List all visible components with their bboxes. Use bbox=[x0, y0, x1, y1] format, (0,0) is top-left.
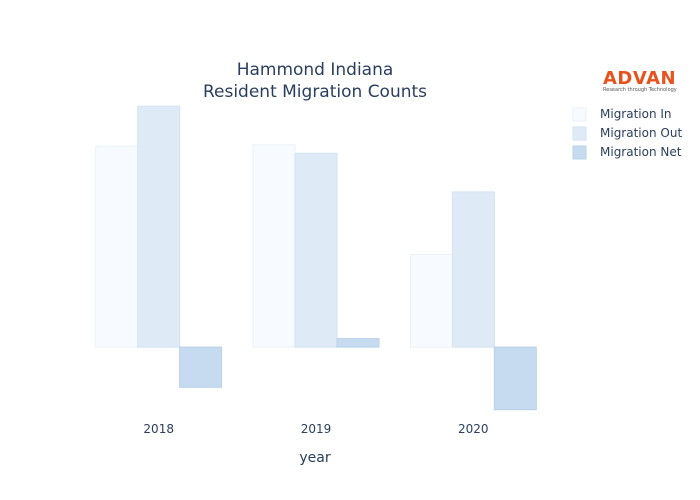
x-tick-label: 2018 bbox=[143, 422, 174, 436]
bar-migration-out-2020 bbox=[451, 191, 495, 348]
bar-migration-out-2018 bbox=[137, 105, 181, 348]
plot-area bbox=[95, 105, 537, 411]
x-tick-label: 2019 bbox=[301, 422, 332, 436]
bar-migration-net-2020 bbox=[493, 346, 537, 411]
legend-label-migration-out[interactable]: Migration Out bbox=[600, 126, 682, 140]
legend-swatch-migration-net[interactable] bbox=[572, 145, 587, 160]
logo-wordmark: ADVAN bbox=[603, 68, 676, 89]
bar-migration-out-2019 bbox=[294, 152, 338, 348]
x-tick-label: 2020 bbox=[458, 422, 489, 436]
x-axis-ticks: 2018 2019 2020 bbox=[143, 422, 488, 436]
chart-title-line-1: Hammond Indiana bbox=[237, 60, 394, 80]
chart-title-line-2: Resident Migration Counts bbox=[203, 82, 427, 102]
legend-label-migration-net[interactable]: Migration Net bbox=[600, 145, 682, 159]
bar-migration-in-2018 bbox=[95, 145, 139, 348]
legend: Migration In Migration Out Migration Net bbox=[572, 107, 682, 160]
legend-label-migration-in[interactable]: Migration In bbox=[600, 107, 672, 121]
bar-migration-net-2018 bbox=[179, 346, 223, 388]
chart-title: Hammond Indiana Resident Migration Count… bbox=[203, 60, 427, 102]
legend-swatch-migration-in[interactable] bbox=[572, 107, 587, 122]
bar-migration-in-2019 bbox=[252, 144, 296, 348]
bar-migration-net-2019 bbox=[336, 338, 380, 348]
bar-migration-in-2020 bbox=[409, 254, 453, 348]
advan-logo: ADVAN Research through Technology bbox=[603, 68, 677, 93]
logo-tagline: Research through Technology bbox=[603, 87, 677, 93]
legend-swatch-migration-out[interactable] bbox=[572, 126, 587, 141]
x-axis-title: year bbox=[299, 450, 330, 466]
